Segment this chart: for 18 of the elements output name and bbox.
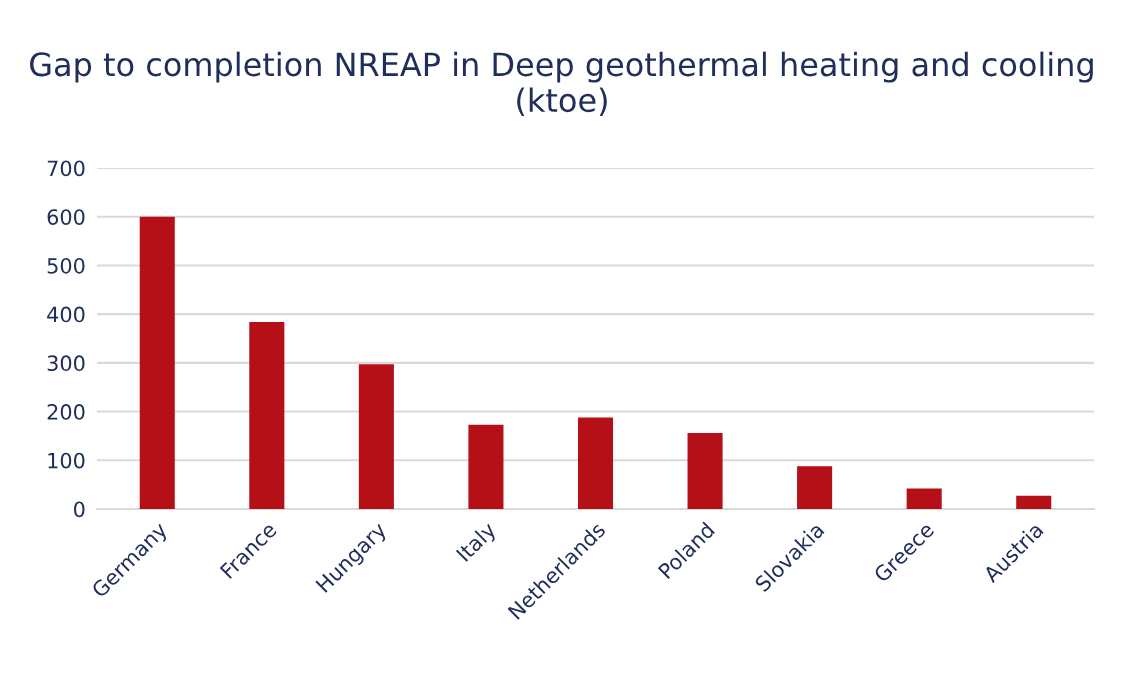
y-tick-label: 700 bbox=[47, 160, 85, 177]
y-tick-label: 200 bbox=[47, 404, 85, 420]
bar bbox=[577, 417, 614, 509]
bar bbox=[468, 424, 504, 509]
bar bbox=[139, 216, 175, 509]
y-tick-label: 300 bbox=[47, 355, 85, 372]
bar bbox=[358, 364, 394, 509]
bar bbox=[249, 321, 285, 509]
bar bbox=[797, 466, 833, 509]
y-tick-label: 600 bbox=[47, 209, 85, 225]
bar bbox=[906, 488, 942, 509]
y-tick-label: 100 bbox=[48, 452, 85, 469]
y-tick-label: 400 bbox=[47, 306, 85, 323]
bar bbox=[687, 433, 723, 509]
bar bbox=[1016, 495, 1052, 509]
y-tick-label: 500 bbox=[47, 257, 85, 274]
chart-title: Gap to completion NREAP in Deep geothermal heating and cooling (ktoe) bbox=[30, 51, 1093, 116]
y-tick-label: 0 bbox=[74, 501, 85, 518]
